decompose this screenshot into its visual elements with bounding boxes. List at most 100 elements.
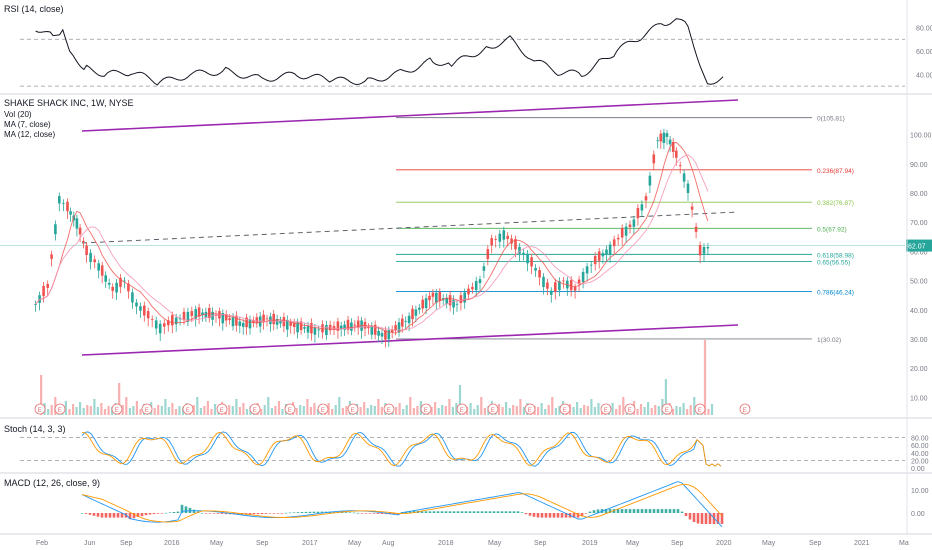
macd-histogram-bar xyxy=(408,511,412,513)
candle-body xyxy=(656,140,659,142)
macd-histogram-bar xyxy=(516,511,520,513)
volume-bar xyxy=(622,397,625,415)
macd-histogram-bar xyxy=(316,511,320,513)
candle-body xyxy=(608,244,612,255)
candle-body xyxy=(350,322,353,331)
volume-bar xyxy=(522,407,525,415)
candle-body xyxy=(632,219,636,227)
macd-histogram-bar xyxy=(552,513,556,518)
candle-body xyxy=(171,315,174,326)
macd-histogram-bar xyxy=(356,512,360,514)
candle-body xyxy=(321,324,324,333)
volume-bar xyxy=(128,408,131,415)
volume-bar xyxy=(572,407,575,415)
volume-bar xyxy=(583,405,586,415)
candle-body xyxy=(384,330,387,340)
earnings-marker xyxy=(347,403,359,415)
macd-histogram-bar xyxy=(720,513,724,524)
candle-body xyxy=(421,299,424,309)
volume-bar xyxy=(79,402,82,415)
volume-bar xyxy=(519,399,522,415)
macd-histogram-bar xyxy=(208,513,212,514)
volume-bar xyxy=(540,403,543,415)
candle-body xyxy=(494,239,497,240)
volume-bar xyxy=(689,405,692,415)
macd-histogram-bar xyxy=(616,509,620,513)
candle-body xyxy=(158,323,162,334)
rsi-tick-40: 40.00 xyxy=(916,72,932,79)
candle-body xyxy=(317,329,320,331)
volume-bar xyxy=(299,405,302,415)
candle-body xyxy=(38,295,41,303)
macd-histogram-bar xyxy=(288,512,292,514)
candle-body xyxy=(265,318,269,320)
earnings-marker-label: E xyxy=(351,408,355,414)
candle-body xyxy=(235,315,238,326)
candle-body xyxy=(585,266,589,274)
channel-lower xyxy=(81,324,739,356)
macd-histogram-bar xyxy=(472,511,476,513)
earnings-marker-label: E xyxy=(186,408,190,414)
macd-histogram-bar xyxy=(264,513,268,514)
earnings-marker-label: E xyxy=(743,408,747,414)
macd-histogram-bar xyxy=(604,509,608,513)
volume-bar xyxy=(260,409,263,415)
candle-body xyxy=(224,314,228,321)
candle-body xyxy=(593,256,597,265)
macd-histogram-bar xyxy=(656,509,660,513)
macd-histogram-bar xyxy=(464,511,468,513)
macd-histogram-bar xyxy=(80,513,84,514)
volume-bar xyxy=(192,405,195,415)
candle-body xyxy=(486,249,490,259)
last-price-badge xyxy=(906,239,932,252)
candle-body xyxy=(665,133,669,137)
macd-histogram-bar xyxy=(96,513,100,517)
candle-body xyxy=(597,251,601,261)
candle-body xyxy=(652,154,656,164)
macd-histogram-bar xyxy=(108,513,112,518)
volume-bar xyxy=(107,406,110,415)
candle-body xyxy=(339,325,343,329)
macd-histogram-bar xyxy=(480,511,484,513)
candle-body xyxy=(135,302,138,307)
candle-body xyxy=(346,319,350,330)
x-tick-label: 2019 xyxy=(582,540,598,547)
candle-body xyxy=(228,318,231,321)
volume-bar xyxy=(679,407,682,415)
earnings-marker-label: E xyxy=(491,408,495,414)
macd-histogram-bar xyxy=(500,511,504,513)
candle-body xyxy=(78,227,82,235)
volume-bar xyxy=(171,403,174,415)
fib-label-0: 0(105.81) xyxy=(817,116,845,123)
volume-bar xyxy=(359,407,362,415)
volume-bar xyxy=(72,404,75,415)
x-tick-label: 2021 xyxy=(854,540,870,547)
macd-histogram-bar xyxy=(104,513,108,518)
earnings-marker-label: E xyxy=(387,408,391,414)
macd-histogram-bar xyxy=(576,513,580,518)
macd-histogram-bar xyxy=(300,512,304,513)
volume-bar xyxy=(710,404,714,415)
earnings-marker-label: E xyxy=(58,408,62,414)
candle-body xyxy=(190,311,194,316)
earnings-marker-label: E xyxy=(563,408,567,414)
volume-bar xyxy=(707,409,710,415)
earnings-marker xyxy=(249,403,261,415)
macd-histogram-bar xyxy=(360,513,364,514)
earnings-marker xyxy=(524,403,536,415)
candle-body xyxy=(694,226,698,232)
earnings-marker xyxy=(383,403,395,415)
volume-bar xyxy=(618,405,621,415)
volume-bar xyxy=(160,406,163,415)
volume-bar xyxy=(380,407,383,415)
volume-bar xyxy=(54,397,57,415)
macd-histogram-bar xyxy=(652,509,656,513)
x-tick-label: 2018 xyxy=(438,540,454,547)
candle-body xyxy=(262,314,265,323)
macd-histogram-bar xyxy=(432,511,436,513)
candle-body xyxy=(573,287,577,291)
macd-histogram-bar xyxy=(144,513,148,516)
candle-body xyxy=(279,321,282,324)
channel-upper xyxy=(81,99,739,132)
